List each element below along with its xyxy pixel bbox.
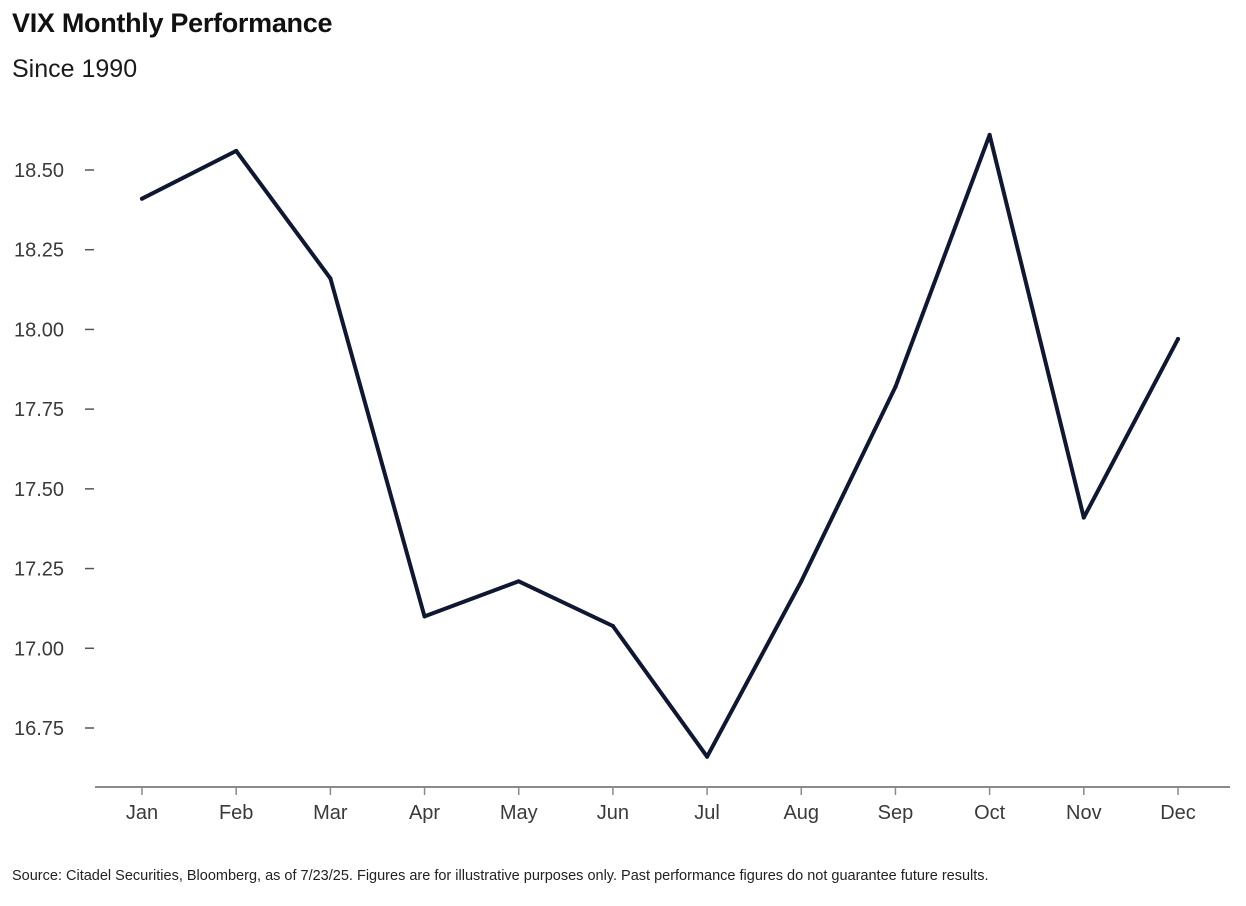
chart-title: VIX Monthly Performance (12, 8, 333, 38)
y-tick-label: 17.50 (14, 479, 64, 501)
y-tick-label: 17.00 (14, 638, 64, 660)
data-point-jun (610, 623, 615, 628)
x-axis: Jan Feb Mar Apr May Jun Jul Aug Sep Oct Nov Dec (95, 786, 1230, 824)
y-tick-label: 17.25 (14, 559, 64, 581)
x-tick-label: Jun (597, 802, 629, 824)
x-tick-label: Jan (126, 802, 158, 824)
series-layer (140, 132, 1180, 759)
data-point-aug (799, 579, 804, 584)
x-tick-label: Dec (1160, 802, 1196, 824)
x-tick-label: Sep (878, 802, 914, 824)
x-tick-label: Mar (313, 802, 348, 824)
y-axis: 18.50 18.25 18.00 17.75 17.50 17.25 17.00 16.75 (14, 160, 94, 740)
x-tick-label: Oct (974, 802, 1006, 824)
source-footnote: Source: Citadel Securities, Bloomberg, a… (12, 868, 989, 884)
data-point-apr (422, 614, 427, 619)
data-point-oct (987, 132, 992, 137)
data-point-feb (234, 148, 239, 153)
y-tick-label: 18.25 (14, 240, 64, 262)
y-tick-label: 16.75 (14, 718, 64, 740)
x-tick-label: Jul (694, 802, 720, 824)
x-tick-label: Feb (219, 802, 253, 824)
data-point-jan (140, 196, 144, 201)
data-point-dec (1176, 336, 1180, 341)
data-point-jul (705, 754, 710, 759)
line-chart: 18.50 18.25 18.00 17.75 17.50 17.25 17.00 16.75… (14, 132, 1230, 824)
y-tick-label: 18.50 (14, 160, 64, 182)
series-line (140, 132, 1180, 759)
x-tick-label: Nov (1066, 802, 1102, 824)
data-point-sep (893, 384, 898, 389)
y-tick-label: 18.00 (14, 319, 64, 341)
x-tick-label: Apr (409, 802, 440, 824)
x-tick-label: May (500, 802, 538, 824)
chart-subtitle: Since 1990 (12, 55, 138, 83)
x-tick-label: Aug (783, 802, 819, 824)
data-point-mar (328, 276, 333, 281)
data-point-nov (1081, 515, 1086, 520)
y-tick-label: 17.75 (14, 399, 64, 421)
data-point-may (516, 579, 521, 584)
